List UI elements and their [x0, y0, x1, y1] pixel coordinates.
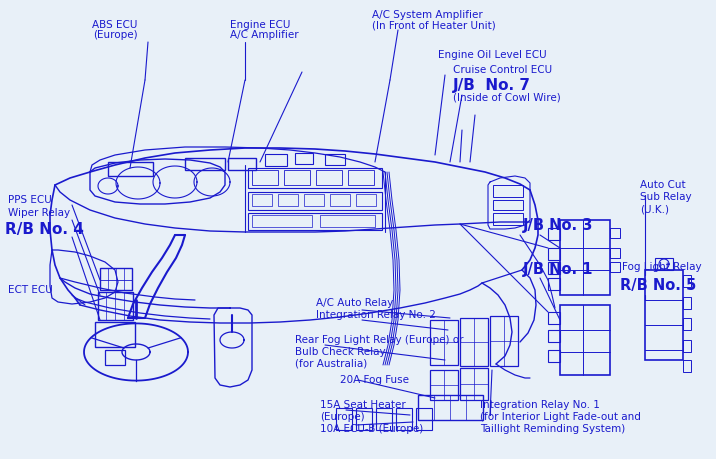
- Text: (U.K.): (U.K.): [640, 204, 669, 214]
- Bar: [548, 278, 560, 290]
- Bar: [100, 268, 132, 290]
- Bar: [252, 194, 272, 206]
- Bar: [460, 368, 488, 400]
- Text: J/B No. 3: J/B No. 3: [523, 218, 594, 233]
- Bar: [655, 258, 673, 270]
- Text: J/B  No. 7: J/B No. 7: [453, 78, 531, 93]
- Bar: [336, 408, 352, 430]
- Text: Engine Oil Level ECU: Engine Oil Level ECU: [438, 50, 546, 60]
- Bar: [460, 318, 488, 366]
- Text: Cruise Control ECU: Cruise Control ECU: [453, 65, 552, 75]
- Text: A/C Amplifier: A/C Amplifier: [230, 30, 299, 40]
- Text: 20A Fog Fuse: 20A Fog Fuse: [340, 375, 409, 385]
- Text: R/B No. 4: R/B No. 4: [5, 222, 84, 237]
- Bar: [248, 213, 382, 230]
- Bar: [330, 194, 350, 206]
- Text: Fog Light Relay: Fog Light Relay: [622, 262, 702, 272]
- Text: R/B No. 5: R/B No. 5: [620, 278, 696, 293]
- Bar: [560, 305, 610, 375]
- Text: 10A ECU-B (Europe): 10A ECU-B (Europe): [320, 424, 423, 434]
- Text: (for Interior Light Fade-out and: (for Interior Light Fade-out and: [480, 412, 641, 422]
- Bar: [416, 408, 432, 430]
- Text: (In Front of Heater Unit): (In Front of Heater Unit): [372, 20, 495, 30]
- Bar: [610, 262, 620, 272]
- Bar: [316, 170, 342, 185]
- Text: A/C System Amplifier: A/C System Amplifier: [372, 10, 483, 20]
- Bar: [248, 192, 382, 210]
- Bar: [683, 340, 691, 352]
- Text: A/C Auto Relay: A/C Auto Relay: [316, 298, 393, 308]
- Text: Taillight Reminding System): Taillight Reminding System): [480, 424, 625, 434]
- Bar: [490, 316, 518, 366]
- Bar: [548, 228, 560, 240]
- Bar: [683, 360, 691, 372]
- Bar: [548, 312, 560, 324]
- Bar: [278, 194, 298, 206]
- Text: Sub Relay: Sub Relay: [640, 192, 692, 202]
- Bar: [548, 262, 560, 274]
- Text: ECT ECU: ECT ECU: [8, 285, 53, 295]
- Bar: [493, 185, 523, 197]
- Bar: [265, 154, 287, 166]
- Text: Bulb Check Relay: Bulb Check Relay: [295, 347, 386, 357]
- Bar: [98, 292, 133, 320]
- Bar: [560, 220, 610, 295]
- Bar: [683, 275, 691, 287]
- Bar: [376, 408, 392, 430]
- Text: 15A Seat Heater: 15A Seat Heater: [320, 400, 406, 410]
- Text: J/B No. 1: J/B No. 1: [523, 262, 594, 277]
- Text: Auto Cut: Auto Cut: [640, 180, 686, 190]
- Bar: [325, 154, 345, 165]
- Text: (Europe): (Europe): [320, 412, 364, 422]
- Bar: [430, 320, 458, 365]
- Bar: [252, 170, 278, 185]
- Bar: [418, 395, 483, 420]
- Text: Rear Fog Light Relay (Europe) or: Rear Fog Light Relay (Europe) or: [295, 335, 463, 345]
- Bar: [248, 168, 382, 188]
- Bar: [304, 194, 324, 206]
- Bar: [105, 350, 125, 365]
- Text: Integration Relay No. 2: Integration Relay No. 2: [316, 310, 436, 320]
- Bar: [610, 228, 620, 238]
- Bar: [683, 318, 691, 330]
- Bar: [645, 270, 683, 360]
- Text: PPS ECU: PPS ECU: [8, 195, 52, 205]
- Text: (for Australia): (for Australia): [295, 359, 367, 369]
- Bar: [548, 330, 560, 342]
- Bar: [95, 322, 135, 347]
- Bar: [610, 248, 620, 258]
- Bar: [683, 297, 691, 309]
- Bar: [493, 213, 523, 225]
- Bar: [548, 248, 560, 260]
- Bar: [252, 215, 312, 227]
- Bar: [548, 350, 560, 362]
- Text: (Europe): (Europe): [92, 30, 137, 40]
- Bar: [356, 194, 376, 206]
- Bar: [284, 170, 310, 185]
- Bar: [295, 153, 313, 164]
- Text: ABS ECU: ABS ECU: [92, 20, 137, 30]
- Text: (Inside of Cowl Wire): (Inside of Cowl Wire): [453, 93, 561, 103]
- Bar: [356, 408, 372, 430]
- Bar: [185, 158, 225, 170]
- Bar: [396, 408, 412, 430]
- Text: Wiper Relay: Wiper Relay: [8, 208, 70, 218]
- Bar: [228, 158, 256, 170]
- Text: Engine ECU: Engine ECU: [230, 20, 291, 30]
- Bar: [320, 215, 375, 227]
- Text: Integration Relay No. 1: Integration Relay No. 1: [480, 400, 600, 410]
- Bar: [108, 162, 153, 176]
- Bar: [493, 200, 523, 210]
- Bar: [430, 370, 458, 400]
- Bar: [348, 170, 374, 185]
